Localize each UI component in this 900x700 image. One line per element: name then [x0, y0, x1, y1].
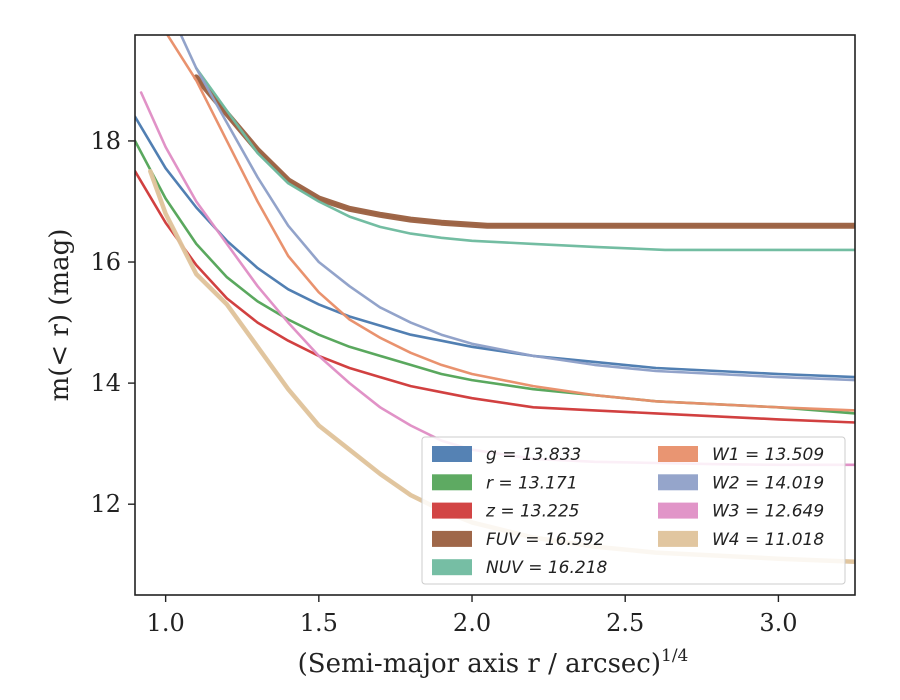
- x-tick-label: 2.5: [606, 609, 644, 637]
- legend-swatch-3: [432, 530, 472, 547]
- x-axis-ticks: 1.0 1.5 2.0 2.5 3.0: [147, 595, 797, 637]
- legend-label-1: r = 13.171: [486, 473, 578, 493]
- legend-swatch-4: [432, 559, 472, 576]
- series-line-3: [193, 74, 855, 229]
- legend: g = 13.833 r = 13.171 z = 13.225 FUV = 16.5…: [421, 436, 846, 585]
- series-line-faint-6: [179, 35, 855, 382]
- x-tick-label: 2.0: [453, 609, 491, 637]
- series-line-7: [139, 91, 855, 467]
- series-line-faint-3: [195, 76, 855, 227]
- legend-label-2: z = 13.225: [485, 502, 579, 522]
- y-tick-label: 12: [90, 490, 121, 518]
- legend-swatch-5: [658, 446, 698, 462]
- y-axis-title: m(< r) (mag): [45, 229, 75, 402]
- series-line-0: [135, 115, 855, 379]
- x-axis-title-superscript: 1/4: [661, 646, 688, 666]
- legend-label-4: NUV = 16.218: [486, 558, 608, 578]
- x-tick-label: 1.0: [147, 609, 185, 637]
- legend-box: [421, 436, 846, 585]
- legend-swatch-8: [658, 530, 698, 547]
- y-tick-label: 16: [90, 248, 121, 276]
- x-tick-label: 1.5: [300, 609, 338, 637]
- series-line-2: [135, 169, 855, 424]
- series-line-5: [165, 35, 855, 412]
- series-line-faint-4: [195, 67, 855, 251]
- y-tick-label: 14: [90, 369, 121, 397]
- legend-label-7: W3 = 12.649: [712, 502, 824, 522]
- x-axis-title: (Semi-major axis r / arcsec)1/4: [298, 646, 689, 679]
- legend-label-3: FUV = 16.592: [486, 530, 604, 550]
- y-tick-label: 18: [90, 127, 121, 155]
- legend-swatch-1: [432, 474, 472, 491]
- legend-swatch-2: [432, 502, 472, 519]
- series-line-faint-7: [140, 91, 855, 466]
- legend-swatch-6: [658, 474, 698, 491]
- series-line-faint-0: [135, 115, 855, 379]
- plot-frame: [134, 34, 856, 596]
- x-axis-title-main: (Semi-major axis r / arcsec): [298, 649, 661, 679]
- series-line-6: [179, 35, 855, 382]
- legend-label-0: g = 13.833: [486, 445, 581, 465]
- legend-swatch-7: [658, 502, 698, 519]
- legend-label-8: W4 = 11.018: [712, 530, 824, 550]
- legend-label-5: W1 = 13.509: [712, 445, 824, 465]
- legend-label-6: W2 = 14.019: [712, 473, 824, 493]
- y-axis-ticks: 12 14 16 18: [90, 127, 135, 518]
- legend-swatch-0: [432, 446, 472, 462]
- series-lines: [135, 35, 855, 564]
- series-line-4: [195, 67, 855, 252]
- x-tick-label: 3.0: [759, 609, 797, 637]
